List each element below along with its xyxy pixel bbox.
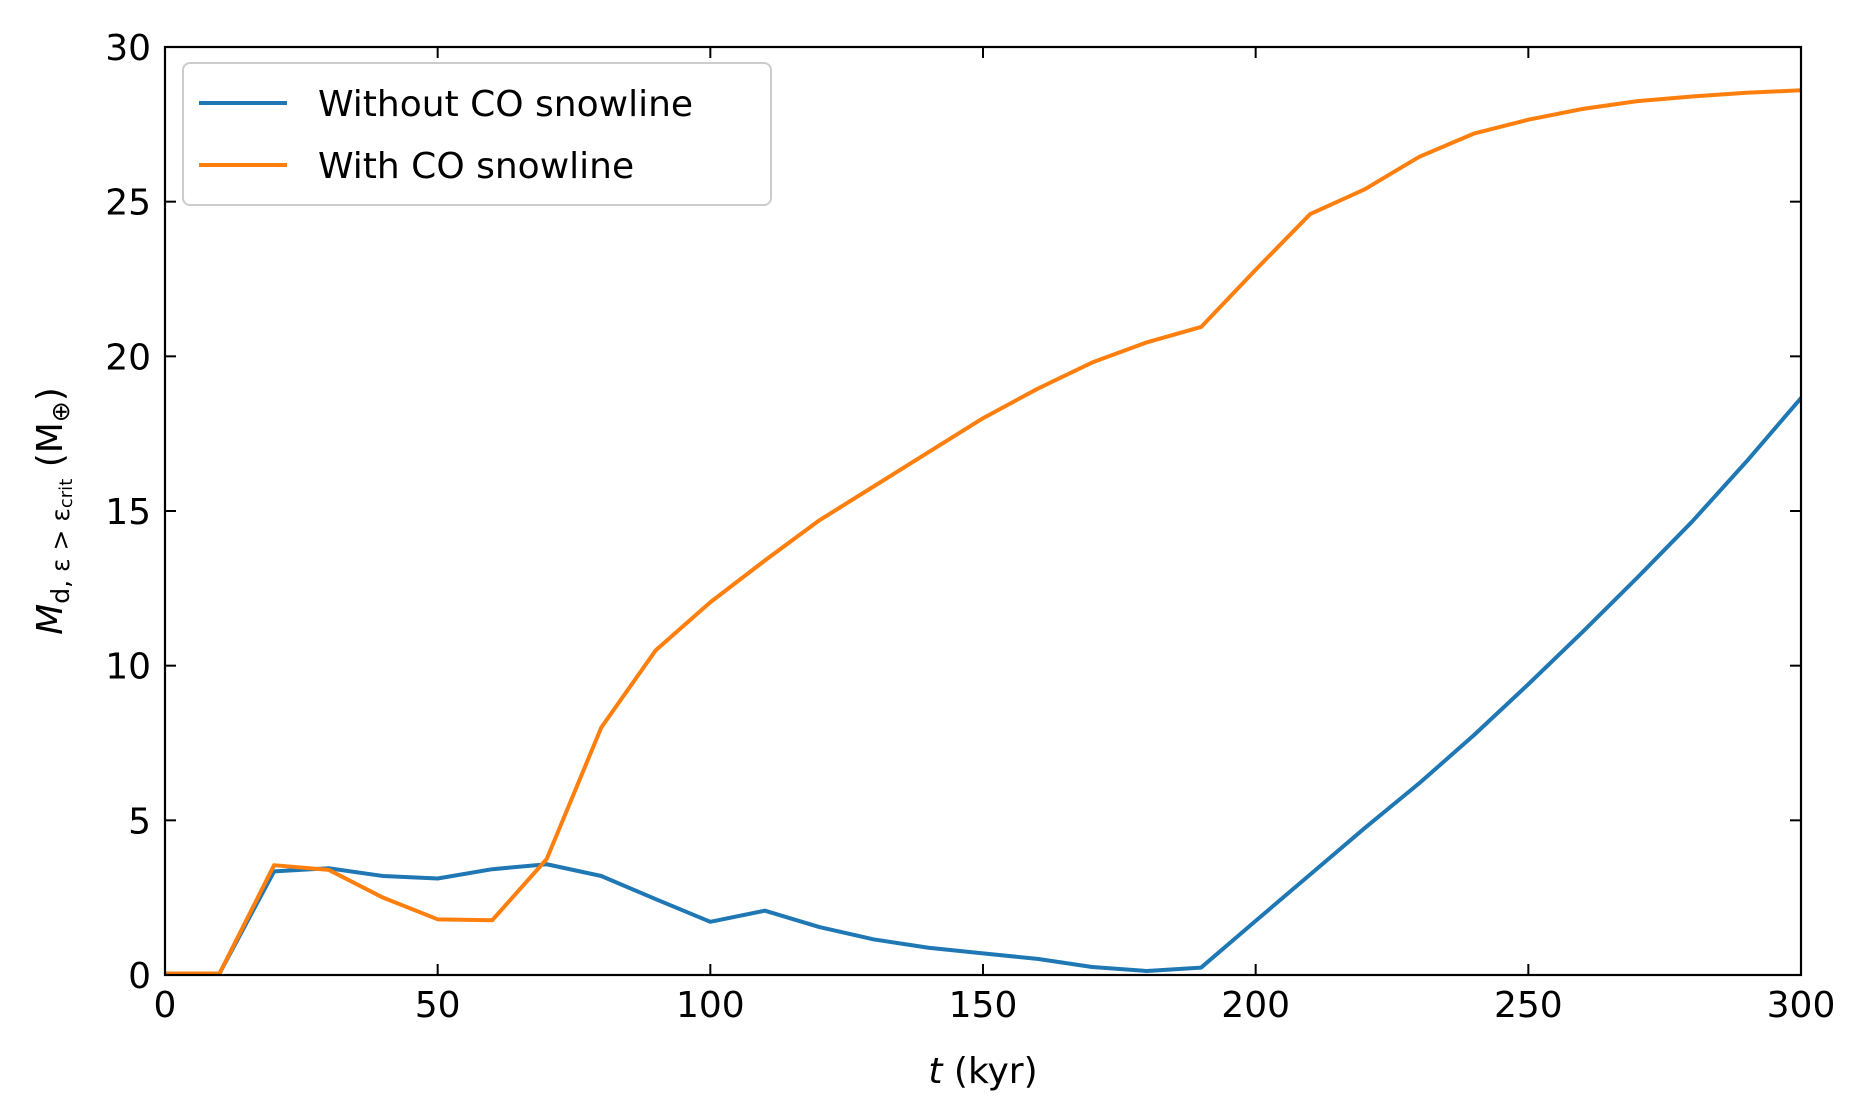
y-tick-label-15: 15	[105, 492, 151, 533]
series-line-without-co-snowline	[165, 395, 1801, 975]
y-tick-label-25: 25	[105, 183, 151, 224]
x-tick-label-100: 100	[676, 985, 745, 1026]
x-tick-label-0: 0	[154, 985, 177, 1026]
legend-box	[182, 62, 772, 206]
y-tick-label-5: 5	[128, 801, 151, 842]
x-tick-label-300: 300	[1767, 985, 1836, 1026]
legend: Without CO snowline With CO snowline	[182, 62, 772, 206]
y-axis-label: Md, ε > εcrit (M⊕)	[30, 387, 77, 635]
y-axis-label-unit-subscript: ⊕	[46, 401, 75, 422]
y-axis-label-subscript: d, ε > ε	[46, 508, 75, 604]
series-line-with-co-snowline	[165, 88, 1801, 975]
x-tick-label-200: 200	[1221, 985, 1290, 1026]
y-tick-label-0: 0	[128, 956, 151, 997]
tick-layer: 0 50 100 150 200 250 300 0 5 10 15 20 25 30	[105, 28, 1835, 1026]
y-axis-label-subsubscript: crit	[56, 479, 77, 508]
y-axis-label-unit-open: (M	[30, 422, 71, 479]
y-axis-label-symbol: M	[30, 604, 71, 635]
series-layer	[165, 88, 1801, 975]
x-axis-label-unit: (kyr)	[942, 1051, 1037, 1092]
y-tick-label-20: 20	[105, 337, 151, 378]
x-tick-label-250: 250	[1494, 985, 1563, 1026]
legend-label-with-co-snowline: With CO snowline	[318, 146, 634, 187]
y-tick-label-10: 10	[105, 647, 151, 688]
plot-frame	[163, 45, 1803, 977]
x-axis-label: t (kyr)	[928, 1051, 1037, 1092]
legend-label-without-co-snowline: Without CO snowline	[318, 84, 693, 125]
y-axis-label-unit-close: )	[30, 387, 71, 401]
x-tick-label-50: 50	[415, 985, 461, 1026]
x-axis-label-symbol: t	[928, 1051, 944, 1092]
y-tick-label-30: 30	[105, 28, 151, 69]
x-tick-label-150: 150	[949, 985, 1018, 1026]
